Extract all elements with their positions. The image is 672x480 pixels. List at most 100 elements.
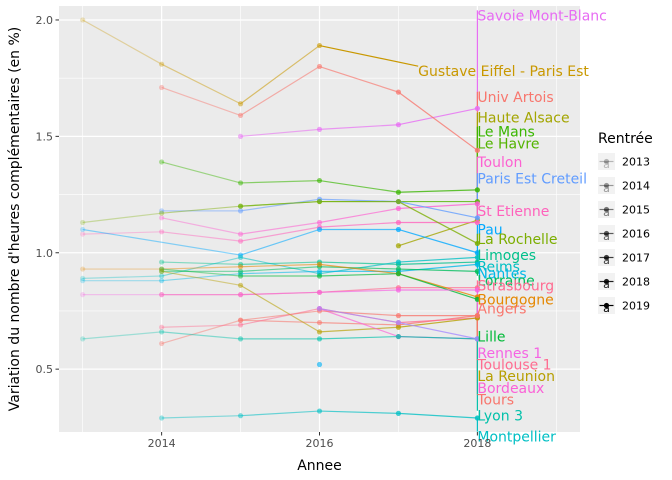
- x-tick-label: 2018: [463, 437, 491, 450]
- data-point: [474, 268, 480, 274]
- y-tick-label: 1.0: [36, 247, 54, 260]
- data-point: [237, 264, 244, 270]
- series-line-segment: [240, 310, 320, 321]
- data-point: [80, 266, 86, 272]
- series-line-segment: [240, 221, 320, 235]
- series-label: Montpellier: [477, 430, 556, 446]
- data-point: [159, 259, 165, 265]
- series-label: Angers: [477, 302, 526, 318]
- series-label: Lille: [477, 330, 505, 346]
- series-line-segment: [161, 415, 241, 419]
- series-line-segment: [240, 319, 320, 324]
- data-point: [395, 198, 402, 205]
- data-point: [237, 273, 244, 279]
- series-label: La Reunion: [477, 369, 555, 385]
- y-tick-label: 1.5: [36, 130, 54, 143]
- series-label: Lorraine: [477, 274, 534, 290]
- series-label: Pau: [477, 222, 502, 238]
- series-line-segment: [240, 270, 320, 275]
- series-label: Lyon 3: [477, 409, 523, 425]
- series-line-segment: [398, 256, 478, 263]
- legend-key-point: [603, 254, 610, 261]
- series-line-segment: [82, 275, 162, 279]
- series-line-segment: [398, 317, 478, 324]
- data-point: [316, 63, 323, 70]
- legend-key-symbol: a: [603, 278, 610, 291]
- data-point: [159, 61, 165, 67]
- series-line-segment: [82, 228, 241, 256]
- data-point: [395, 271, 402, 277]
- data-point: [316, 273, 323, 279]
- data-point: [237, 238, 244, 244]
- x-tick-label: 2016: [306, 437, 334, 450]
- series-label: Strasbourg: [477, 278, 554, 294]
- series-line-segment: [319, 410, 399, 414]
- legend-key-symbol: a: [603, 158, 610, 171]
- y-axis: 0.5 1.0 1.5 2.0: [36, 14, 59, 376]
- series-line-segment: [82, 231, 162, 235]
- y-axis-title: Variation du nombre d'heures complémenta…: [7, 27, 23, 412]
- data-point: [474, 201, 480, 207]
- data-point: [80, 226, 86, 233]
- series-line-segment: [240, 266, 320, 272]
- series-line-segment: [398, 268, 478, 272]
- series-label: Rennes 1: [477, 346, 542, 362]
- series-line-segment: [240, 308, 320, 326]
- data-point: [159, 324, 165, 330]
- series-line-segment: [398, 273, 478, 300]
- series-line-segment: [161, 268, 241, 277]
- series-label: Le Havre: [477, 136, 539, 152]
- series-line-segment: [240, 410, 320, 417]
- data-point: [316, 289, 323, 295]
- legend-key-point: [603, 206, 610, 213]
- data-point: [395, 89, 402, 95]
- data-point: [159, 159, 165, 165]
- series-line-segment: [319, 335, 399, 340]
- data-point: [316, 361, 323, 368]
- data-point: [395, 219, 402, 226]
- data-point: [316, 198, 323, 205]
- legend-entry: 2014: [622, 180, 650, 193]
- data-point: [80, 278, 86, 284]
- series-line-segment: [240, 261, 320, 265]
- data-point: [395, 259, 402, 265]
- data-point: [237, 180, 244, 186]
- series-points: [80, 17, 480, 421]
- data-point: [237, 292, 244, 298]
- series-line-segment: [319, 266, 399, 270]
- data-point: [395, 243, 402, 249]
- data-point: [474, 254, 480, 261]
- data-point: [395, 266, 402, 272]
- data-point: [474, 187, 480, 193]
- legend-entry: 2018: [622, 276, 650, 289]
- series-line-segment: [319, 124, 399, 130]
- data-point: [159, 266, 165, 272]
- data-point: [474, 261, 480, 267]
- legend-entry: 2019: [622, 300, 650, 313]
- data-point: [474, 336, 480, 342]
- series-label: La Rochelle: [477, 232, 557, 248]
- series-line-segment: [161, 205, 241, 214]
- data-point: [159, 415, 165, 421]
- data-point: [159, 340, 165, 347]
- data-point: [80, 292, 86, 298]
- series-line-segment: [161, 270, 241, 286]
- series-line-segment: [240, 45, 320, 105]
- data-point: [474, 240, 480, 247]
- data-point: [237, 231, 244, 237]
- data-point: [237, 413, 244, 419]
- data-point: [474, 313, 480, 319]
- data-point: [159, 268, 165, 274]
- series-line-segment: [161, 273, 241, 282]
- series-label: Tours: [476, 392, 514, 408]
- series-line-segment: [161, 319, 241, 345]
- data-point: [159, 210, 165, 216]
- data-point: [237, 101, 244, 107]
- data-point: [159, 84, 165, 91]
- data-point: [237, 317, 244, 323]
- data-point: [159, 229, 165, 235]
- series-line-segment: [82, 19, 162, 65]
- data-point: [395, 189, 402, 195]
- series-line-segment: [398, 335, 478, 340]
